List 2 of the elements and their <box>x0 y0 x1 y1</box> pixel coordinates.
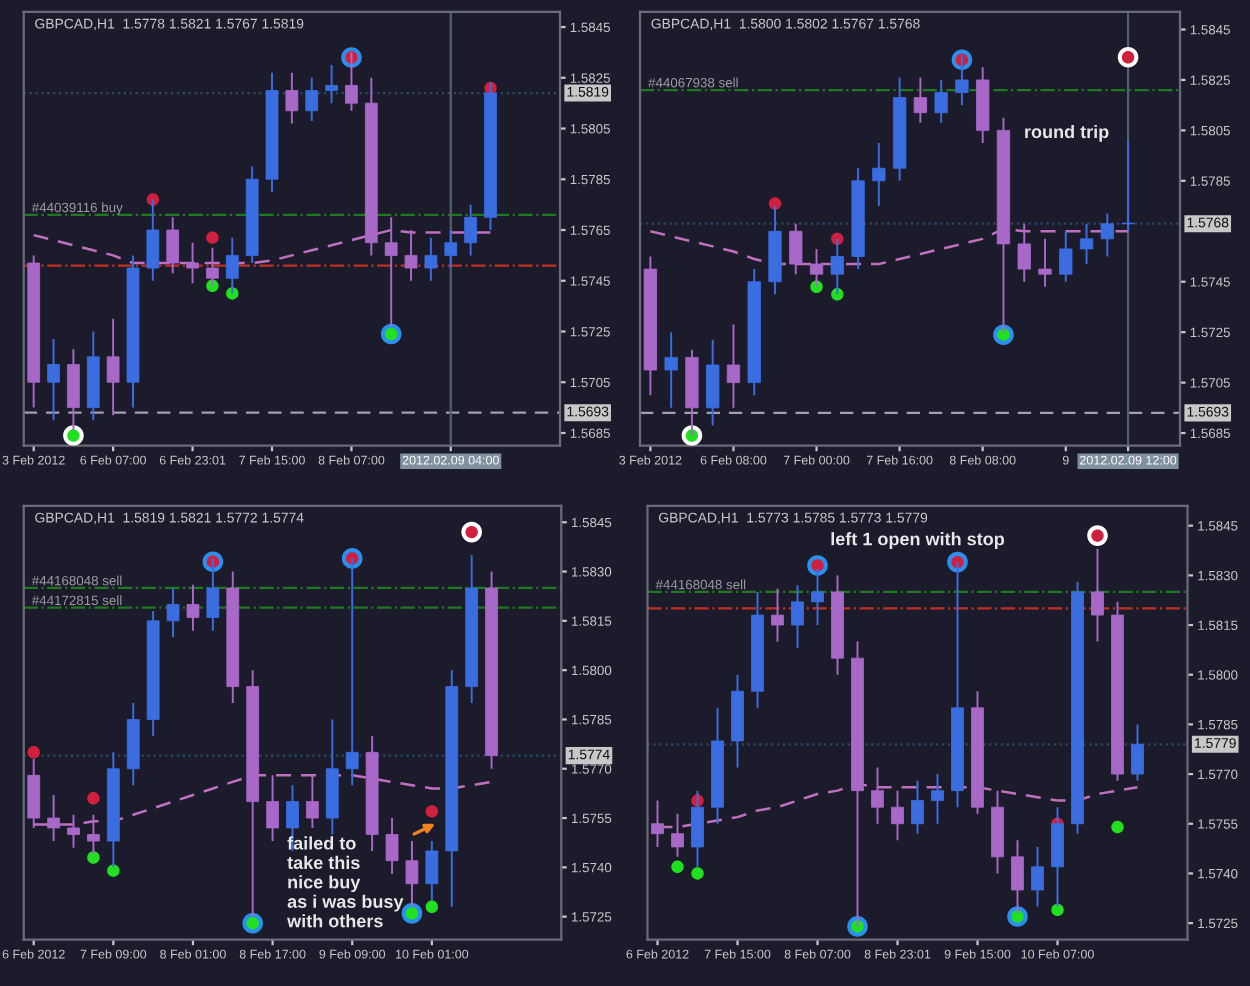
annotation: left 1 open with stop <box>831 532 1005 549</box>
annotation: round trip <box>1025 124 1109 142</box>
